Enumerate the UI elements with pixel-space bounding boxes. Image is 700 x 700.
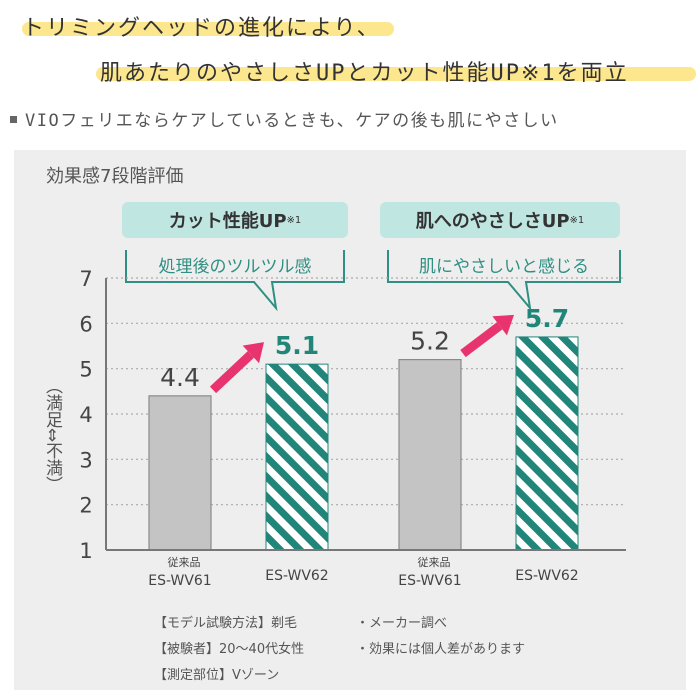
headline-highlight-1 (22, 22, 394, 36)
bar-value-label: 5.1 (275, 331, 319, 360)
callout-left-mark: ※1 (286, 214, 302, 226)
note-left-1: 【モデル試験方法】剃毛 (154, 616, 298, 631)
y-tick-label: 4 (79, 403, 92, 427)
bar-value-label: 5.2 (410, 327, 450, 356)
x-label-model: ES-WV61 (398, 573, 461, 589)
x-label-model: ES-WV62 (515, 568, 578, 584)
y-tick-label: 3 (79, 448, 92, 472)
headline-line-2: 肌あたりのやさしさUPとカット性能UP※1を両立 (100, 61, 629, 86)
x-label-previous-tag: 従来品 (168, 556, 201, 569)
subheadline: VIOフェリエならケアしているときも、ケアの後も肌にやさしい (10, 106, 559, 131)
bar-value-label: 4.4 (160, 363, 200, 392)
bar-new-model (265, 363, 329, 551)
bar-new-model (515, 336, 579, 551)
y-tick-label: 6 (79, 312, 92, 336)
callout-right: 肌へのやさしさUP ※1 (380, 202, 620, 238)
bullet-square-icon (10, 115, 17, 123)
note-left-3: 【測定部位】Vゾーン (154, 668, 280, 683)
bars: 4.4 5.1 5.2 5.7 (148, 304, 579, 551)
note-right-2: ・効果には個人差があります (356, 642, 526, 657)
subheadline-text: VIOフェリエならケアしているときも、ケアの後も肌にやさしい (25, 111, 559, 131)
bubble-left-text: 処理後のツルツル感 (159, 257, 312, 277)
headline-line-1: トリミングヘッドの進化により、 (22, 16, 381, 41)
increase-arrow-shaft (460, 322, 503, 358)
increase-arrow-shaft (209, 351, 254, 394)
callout-right-mark: ※1 (569, 214, 585, 226)
bubble-left-outline (125, 250, 345, 312)
y-tick-label: 1 (79, 539, 92, 563)
callout-left-text: カット性能UP (168, 211, 287, 232)
chart-panel: 効果感7段階評価 カット性能UP ※1 肌へのやさしさUP ※1 処理後のツルツル感… (14, 150, 686, 690)
y-tick-label: 7 (79, 267, 92, 291)
bar-previous-model (398, 359, 462, 551)
y-tick-labels: 1 2 3 4 5 6 7 (79, 267, 92, 563)
x-label-model: ES-WV61 (148, 573, 211, 589)
bar-previous-model (148, 395, 212, 551)
increase-arrow-head-icon (242, 342, 264, 364)
x-label-model: ES-WV62 (265, 568, 328, 584)
y-tick-label: 2 (79, 494, 92, 518)
note-right-1: ・メーカー調べ (356, 616, 448, 631)
x-labels: 従来品 ES-WV61 ES-WV62 従来品 ES-WV61 ES-WV62 (148, 556, 578, 589)
arrows (209, 314, 514, 394)
y-tick-label: 5 (79, 358, 92, 382)
note-left-2: 【被験者】20～40代女性 (154, 642, 305, 657)
bubble-right-outline (387, 250, 621, 312)
callout-right-text: 肌へのやさしさUP (415, 211, 570, 232)
bubble-right-text: 肌にやさしいと感じる (419, 257, 589, 277)
increase-arrow-head-icon (492, 314, 514, 336)
y-axis-label: （満足⇔不満） (42, 377, 63, 493)
chart-title: 効果感7段階評価 (46, 166, 184, 187)
bar-value-label: 5.7 (525, 304, 569, 333)
callout-left: カット性能UP ※1 (122, 202, 348, 238)
headline-highlight-2 (96, 67, 696, 81)
effect-rating-chart: 処理後のツルツル感 肌にやさしいと感じる 1 2 3 4 5 6 7 4.4 5.1 5.2 5.… (42, 250, 626, 589)
x-label-previous-tag: 従来品 (418, 556, 451, 569)
